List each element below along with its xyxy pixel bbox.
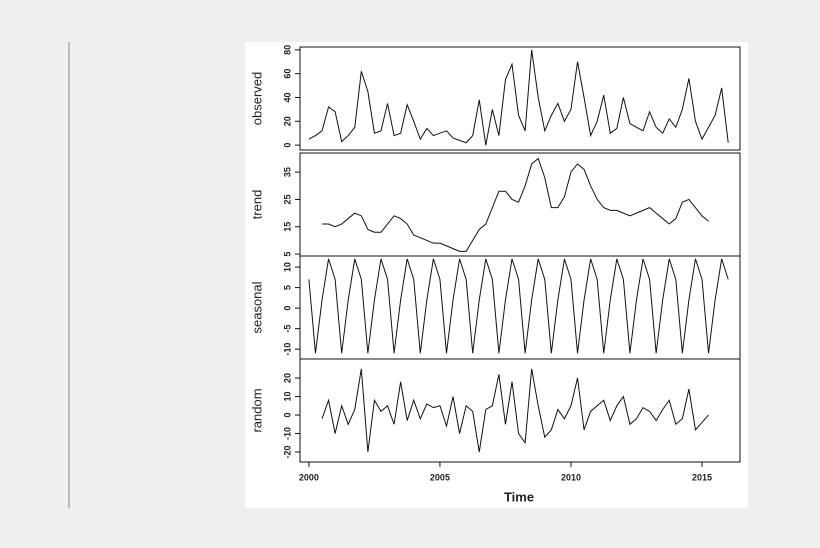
- panel-label: trend: [249, 190, 264, 220]
- x-tick-label: 2010: [561, 472, 581, 482]
- y-tick-label: 0: [282, 143, 292, 148]
- y-tick-label: 5: [282, 252, 292, 257]
- panel-frame: [299, 46, 741, 151]
- y-tick-label: -20: [282, 446, 292, 459]
- y-tick-label: 40: [282, 92, 292, 102]
- y-tick-label: 0: [282, 306, 292, 311]
- y-tick-label: 20: [282, 116, 292, 126]
- y-tick-label: 15: [282, 222, 292, 232]
- y-tick-label: -10: [282, 427, 292, 440]
- panel-label: seasonal: [249, 281, 264, 333]
- y-tick-label: -10: [282, 343, 292, 356]
- x-axis-title: Time: [504, 489, 534, 504]
- plot-background: [245, 42, 748, 508]
- series-line: [308, 49, 729, 146]
- x-tick-label: 2005: [430, 472, 450, 482]
- y-tick-label: 35: [282, 167, 292, 177]
- y-tick-label: 20: [282, 373, 292, 383]
- y-tick-label: 0: [282, 413, 292, 418]
- series-line: [321, 368, 709, 453]
- series-line: [308, 258, 729, 354]
- panel-label: observed: [249, 72, 264, 125]
- y-tick-label: 25: [282, 194, 292, 204]
- x-tick-label: 2000: [299, 472, 319, 482]
- x-tick-label: 2015: [692, 472, 712, 482]
- y-tick-label: 10: [282, 392, 292, 402]
- y-tick-label: 5: [282, 285, 292, 290]
- y-tick-label: -5: [282, 325, 292, 333]
- y-tick-label: 60: [282, 69, 292, 79]
- series-line: [322, 157, 709, 252]
- y-tick-label: 80: [282, 45, 292, 55]
- panel-label: random: [249, 388, 264, 432]
- y-tick-label: 10: [282, 262, 292, 272]
